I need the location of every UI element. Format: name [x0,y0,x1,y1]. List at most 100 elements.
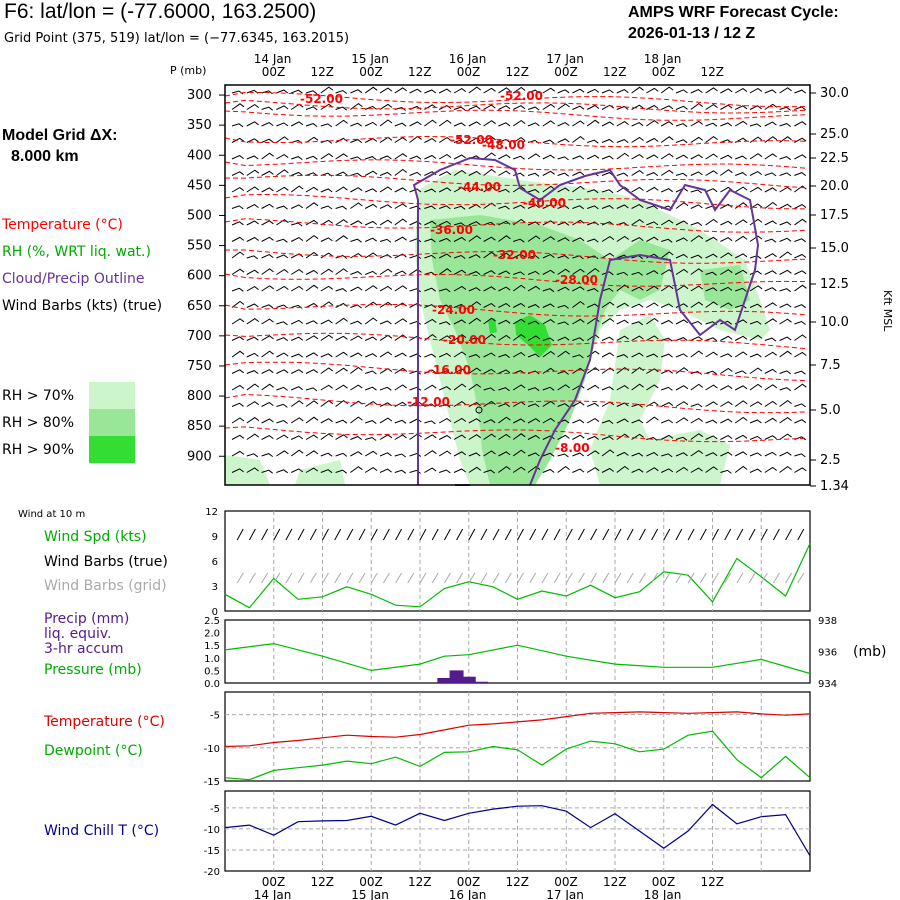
wind-barb [734,235,748,242]
wind-barb [468,221,481,226]
temperature-contour-line [225,249,806,264]
wind-barb [261,304,274,309]
wind-barb [690,449,704,457]
wind-barb [797,528,805,541]
wind-barb [498,416,511,424]
wind-barb [512,418,526,424]
wind-barb [764,417,777,424]
wind-barb [468,402,481,407]
wind-barb [572,286,585,292]
wind-barb [705,351,718,358]
wind-barb [616,204,629,209]
wind-barb-grid [309,572,317,584]
legend-cloud-outline: Cloud/Precip Outline [2,271,145,287]
wind-barb [690,285,703,292]
wind-barb [734,351,748,358]
wind-barb [394,87,407,94]
wind-barb [646,186,659,193]
temperature-contours [224,91,806,443]
wind-barb [690,254,703,259]
wind-barb [438,119,452,127]
wind-barb [616,172,629,177]
wind-barb [498,205,510,210]
wind-barb [705,188,718,193]
wind-barb [749,270,762,275]
wind-barb [542,254,555,259]
wind-barb [335,469,347,474]
wind-barb [557,370,569,375]
wind-barb [720,451,733,457]
wind-barb-grid [565,572,573,584]
wind-tick-label: 3 [212,582,218,593]
wind-barb [572,135,585,143]
wind-barb [601,235,615,242]
wind-barb [424,420,436,425]
wind-barb [705,301,718,308]
wind-barb [364,466,378,473]
wind-barb [675,123,688,128]
pressure-tick-label: 650 [187,299,212,314]
wind-barb [542,350,556,358]
wind-barb [646,270,659,275]
wind-barb [379,351,393,358]
wind-barb [320,319,333,325]
wind-barb [779,303,792,308]
wind-barb [468,170,481,176]
wind-barb [557,268,570,275]
legend-rh80-swatch [89,409,135,436]
wind-barb [350,384,363,391]
wind-barb [661,238,673,243]
wind-barb [764,172,777,177]
wind-barb [779,336,792,341]
wind-barb [734,88,748,94]
temperature-contour-label: -52.00 [450,133,493,147]
wind-barb [690,467,703,473]
wind-barb [734,335,748,341]
wind-barb [557,304,569,309]
wind-barb [394,434,407,440]
temperature-contour-label: -8.00 [555,441,590,455]
wind-barb [350,172,362,177]
wind-barb [512,284,526,292]
bottom-date-label: 15 Jan [351,888,389,900]
wind-barb [276,268,289,275]
wind-barb [276,321,288,326]
wind-barb [453,285,467,292]
wind-barb [675,105,688,110]
wind-barb [276,285,289,292]
top-time-tick-label: 12Z [603,65,627,79]
wind-barb [587,139,599,144]
wind-barb [276,469,288,474]
wind-barb [394,218,408,226]
wind-barb [660,219,674,226]
wind-barb [527,465,541,473]
wind-barb [764,351,777,358]
wind-barb [261,268,274,275]
wind-barb [261,170,274,176]
wind-barb [794,334,807,341]
wind-barb [379,434,393,440]
wind-barb [586,119,600,127]
wind-barb [794,137,807,143]
wind-barb [379,171,392,176]
wind-barb [438,418,452,424]
wind-barb [631,271,643,276]
wind-barb [419,528,427,541]
wind-barb [690,120,703,127]
wind-barb [794,453,806,458]
wind-barb [675,268,689,275]
wind-barb [231,434,245,440]
wind-barb [409,433,422,440]
wind-barb-grid [236,572,244,584]
wind-barb [735,155,747,160]
pressure-unit: (mb) [853,644,887,660]
wind-barb [527,452,540,457]
wind-barb [365,386,377,391]
wind-barb [498,403,510,408]
wind-barb [276,304,288,309]
wind-barb [764,435,777,440]
wind-barb [453,383,467,391]
wind-barb [320,400,334,407]
wind-barb [453,434,467,440]
wind-barb [601,155,614,160]
